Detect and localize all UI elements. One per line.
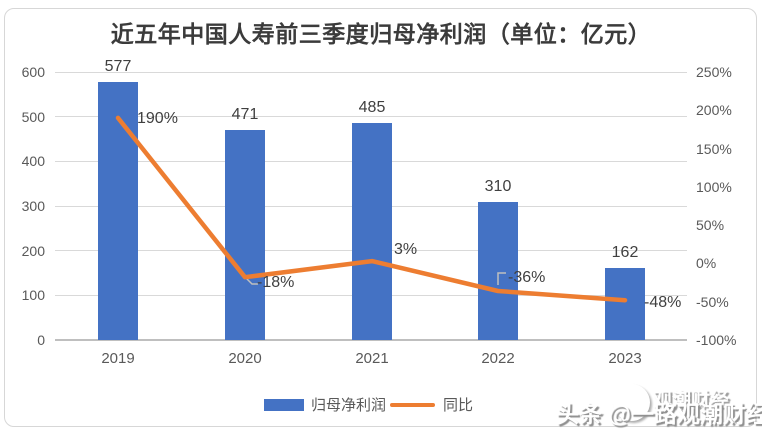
right-tick-250%: 250%	[696, 64, 732, 80]
right-tick-0%: 0%	[696, 255, 717, 272]
line-value-label-2020: -18%	[257, 274, 295, 291]
x-label-2021: 2021	[355, 350, 389, 367]
gridline-600	[55, 71, 687, 73]
left-tick-400: 400	[21, 153, 45, 170]
x-label-2022: 2022	[481, 350, 515, 367]
gridline-0	[55, 339, 687, 341]
left-tick-200: 200	[21, 242, 45, 259]
right-tick--50%: -50%	[696, 293, 729, 310]
bar-2020	[225, 129, 265, 340]
line-value-label-2019: 190%	[137, 110, 178, 127]
bar-2019	[98, 82, 138, 340]
line-value-label-2023: -48%	[644, 294, 682, 311]
chart-title: 近五年中国人寿前三季度归母净利润（单位：亿元）	[110, 21, 652, 47]
bar-2023	[605, 267, 645, 340]
legend-line-swatch-icon	[390, 402, 436, 407]
watermark-badge-text: 观潮财经	[653, 390, 730, 411]
x-label-2020: 2020	[228, 350, 262, 367]
watermark-logo-icon	[613, 384, 650, 421]
line-value-label-2021: 3%	[394, 241, 418, 258]
left-tick-100: 100	[21, 287, 45, 304]
right-tick-200%: 200%	[696, 102, 732, 119]
bar-value-label-2022: 310	[484, 177, 512, 195]
left-tick-600: 600	[21, 64, 45, 80]
left-tick-0: 0	[37, 332, 45, 348]
x-label-2023: 2023	[608, 350, 642, 367]
legend-label-net-profit: 归母净利润	[311, 397, 387, 414]
right-tick-150%: 150%	[696, 140, 732, 157]
right-tick-100%: 100%	[696, 178, 732, 195]
line-value-label-2022: -36%	[508, 269, 546, 286]
right-tick--100%: -100%	[696, 332, 737, 348]
left-tick-500: 500	[21, 108, 45, 125]
bar-value-label-2020: 471	[231, 105, 259, 123]
left-tick-300: 300	[21, 198, 45, 214]
watermark-main-text: 头条 @一路观潮财经	[556, 401, 762, 427]
legend: 归母净利润 同比	[264, 394, 473, 415]
legend-label-yoy: 同比	[443, 397, 474, 414]
bar-value-label-2021: 485	[358, 99, 386, 117]
x-label-2019: 2019	[101, 350, 135, 367]
bar-value-label-2023: 162	[611, 243, 639, 261]
bar-value-label-2019: 577	[104, 58, 132, 76]
right-tick-50%: 50%	[696, 217, 725, 234]
bar-2021	[352, 123, 392, 340]
legend-bar-swatch-icon	[264, 398, 304, 411]
